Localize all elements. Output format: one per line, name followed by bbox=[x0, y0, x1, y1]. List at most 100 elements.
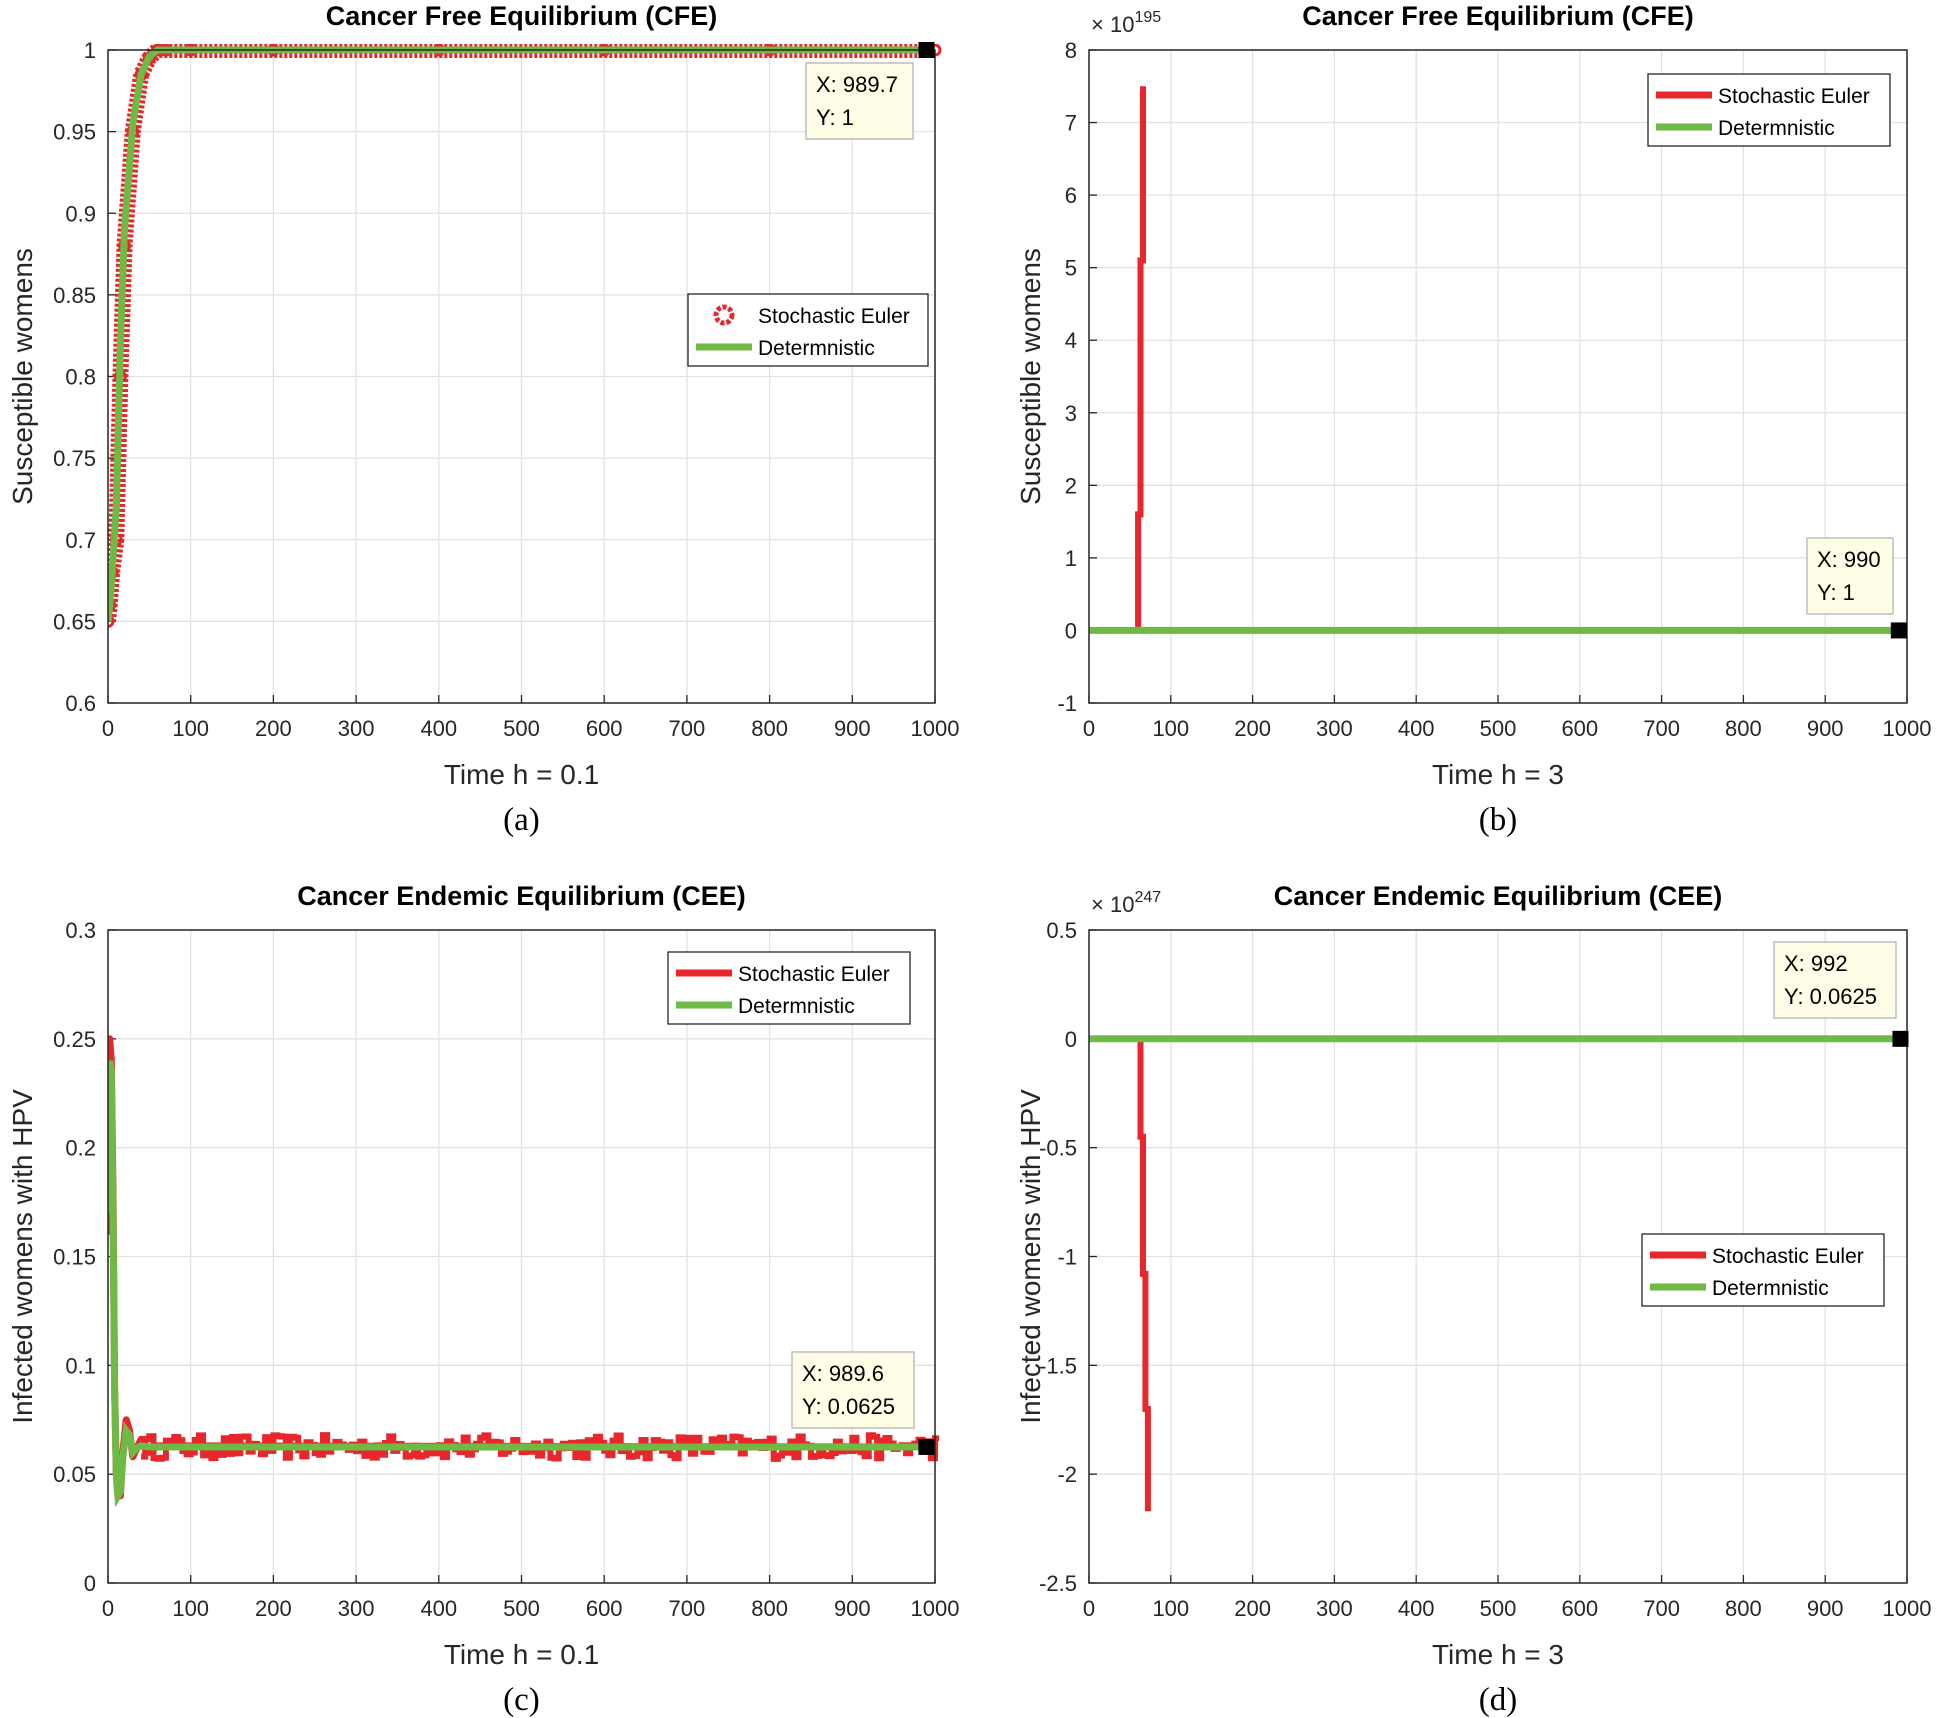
y-tick-label: 0.85 bbox=[53, 283, 96, 308]
x-tick-label: 200 bbox=[255, 1596, 292, 1621]
legend-box bbox=[1641, 1233, 1885, 1307]
datatip-y: Y: 1 bbox=[1817, 580, 1855, 605]
x-tick-label: 800 bbox=[1725, 716, 1762, 741]
chart-title: Cancer Free Equilibrium (CFE) bbox=[1302, 1, 1694, 31]
y-tick-label: 8 bbox=[1065, 38, 1077, 63]
legend: Stochastic Euler Determnistic bbox=[667, 951, 911, 1025]
legend-label: Determnistic bbox=[1718, 117, 1835, 140]
y-tick-label: -1 bbox=[1057, 691, 1077, 716]
x-axis-label: Time h = 0.1 bbox=[444, 759, 599, 790]
y-tick-label: 0.9 bbox=[65, 201, 96, 226]
x-tick-label: 400 bbox=[1398, 1596, 1435, 1621]
y-axis-label: Susceptible womens bbox=[7, 248, 38, 505]
datatip-marker bbox=[1892, 1030, 1909, 1047]
legend-label: Determnistic bbox=[738, 995, 855, 1018]
y-tick-label: 2 bbox=[1065, 473, 1077, 498]
legend-label: Stochastic Euler bbox=[1718, 85, 1870, 108]
x-tick-label: 800 bbox=[751, 1596, 788, 1621]
chart-panel-c: 0 100 200 300 400 500 600 700 800 900 1000 0 0.05 0.1… bbox=[7, 881, 959, 1718]
x-axis-label: Time h = 3 bbox=[1432, 1639, 1564, 1670]
y-tick-label: 0.5 bbox=[1046, 918, 1077, 943]
y-tick-label: 1 bbox=[1065, 546, 1077, 571]
x-axis-label: Time h = 0.1 bbox=[444, 1639, 599, 1670]
x-tick-label: 700 bbox=[1643, 1596, 1680, 1621]
y-tick-label: 0 bbox=[1065, 618, 1077, 643]
x-tick-label: 600 bbox=[586, 1596, 623, 1621]
y-tick-label: 1 bbox=[84, 38, 96, 63]
y-tick-label: 7 bbox=[1065, 111, 1077, 136]
legend-box bbox=[687, 293, 929, 367]
chart-panel-b: 0 100 200 300 400 500 600 700 800 900 1000-1012345… bbox=[1015, 1, 1931, 838]
legend: Stochastic Euler Determnistic bbox=[687, 293, 929, 367]
y-tick-label: 4 bbox=[1065, 328, 1077, 353]
x-tick-label: 800 bbox=[1725, 1596, 1762, 1621]
legend-label: Determnistic bbox=[1712, 1277, 1829, 1300]
legend-marker bbox=[713, 304, 735, 326]
datatip: X: 989.7 Y: 1 bbox=[805, 62, 914, 140]
x-tick-label: 300 bbox=[1316, 716, 1353, 741]
panel-caption: (b) bbox=[1479, 802, 1517, 838]
datatip-marker bbox=[918, 1438, 935, 1455]
datatip-box bbox=[1773, 941, 1897, 1019]
data-layer bbox=[108, 1035, 940, 1508]
y-tick-label: 0.75 bbox=[53, 446, 96, 471]
y-tick-label: 6 bbox=[1065, 183, 1077, 208]
x-tick-label: 1000 bbox=[911, 1596, 960, 1621]
datatip: X: 989.6 Y: 0.0625 bbox=[791, 1351, 915, 1429]
y-tick-label: -1 bbox=[1057, 1245, 1077, 1270]
chart-panel-d: 0 100 200 300 400 500 600 700 800 900 1000 -2.5 -2 -1… bbox=[1015, 881, 1931, 1718]
y-tick-label: 0.05 bbox=[53, 1462, 96, 1487]
x-tick-label: 100 bbox=[172, 1596, 209, 1621]
series-line-determnistic bbox=[108, 1060, 935, 1508]
x-tick-label: 400 bbox=[420, 1596, 457, 1621]
x-tick-label: 700 bbox=[1643, 716, 1680, 741]
y-tick-label: 0.65 bbox=[53, 609, 96, 634]
axes-box bbox=[1088, 929, 1908, 1584]
x-tick-label: 600 bbox=[1561, 716, 1598, 741]
datatip-marker bbox=[1890, 622, 1907, 639]
x-tick-label: 700 bbox=[669, 716, 706, 741]
x-tick-label: 700 bbox=[669, 1596, 706, 1621]
y-axis-label: Infected womens with HPV bbox=[1015, 1089, 1046, 1424]
data-point bbox=[108, 614, 115, 628]
y-axis-label: Susceptible womens bbox=[1015, 248, 1046, 505]
panel-caption: (a) bbox=[503, 802, 540, 838]
x-tick-label: 500 bbox=[503, 716, 540, 741]
axis-exponent: × 10247 bbox=[1091, 889, 1161, 917]
legend-label: Stochastic Euler bbox=[738, 963, 890, 986]
x-tick-label: 400 bbox=[420, 716, 457, 741]
x-tick-label: 1000 bbox=[911, 716, 960, 741]
legend-label: Stochastic Euler bbox=[758, 305, 910, 328]
axis-exponent-power: 247 bbox=[1134, 889, 1161, 906]
y-tick-label: -2.5 bbox=[1039, 1571, 1077, 1596]
data-layer bbox=[1089, 86, 1907, 634]
x-tick-label: 300 bbox=[1316, 1596, 1353, 1621]
chart-panel-a: 0 100 200 300 400 500 600 700 800 900 1000 0.6 0.65 0… bbox=[7, 1, 959, 838]
datatip-marker bbox=[918, 42, 935, 58]
y-tick-label: 3 bbox=[1065, 401, 1077, 426]
x-tick-label: 200 bbox=[1234, 1596, 1271, 1621]
y-tick-label: 0.3 bbox=[65, 918, 96, 943]
legend: Stochastic Euler Determnistic bbox=[1647, 73, 1891, 147]
x-tick-label: 600 bbox=[1561, 1596, 1598, 1621]
y-tick-label: -1.5 bbox=[1039, 1353, 1077, 1378]
chart-title: Cancer Free Equilibrium (CFE) bbox=[326, 1, 718, 31]
x-tick-label: 500 bbox=[503, 1596, 540, 1621]
datatip-x: X: 990 bbox=[1817, 547, 1881, 572]
datatip-y: Y: 1 bbox=[816, 105, 854, 130]
legend-box bbox=[1647, 73, 1891, 147]
y-tick-label: 0 bbox=[1065, 1027, 1077, 1052]
y-tick-label: 0.6 bbox=[65, 691, 96, 716]
y-tick-label: 5 bbox=[1065, 256, 1077, 281]
series-line-stochastic-euler bbox=[1089, 1035, 1151, 1512]
x-tick-label: 0 bbox=[102, 716, 114, 741]
axis-exponent-power: 195 bbox=[1134, 9, 1161, 26]
legend-box bbox=[667, 951, 911, 1025]
x-tick-label: 900 bbox=[834, 716, 871, 741]
x-tick-label: 800 bbox=[751, 716, 788, 741]
x-tick-label: 200 bbox=[1234, 716, 1271, 741]
datatip-y: Y: 0.0625 bbox=[1784, 984, 1877, 1009]
legend-label: Stochastic Euler bbox=[1712, 1245, 1864, 1268]
panel-caption: (d) bbox=[1479, 1682, 1517, 1718]
